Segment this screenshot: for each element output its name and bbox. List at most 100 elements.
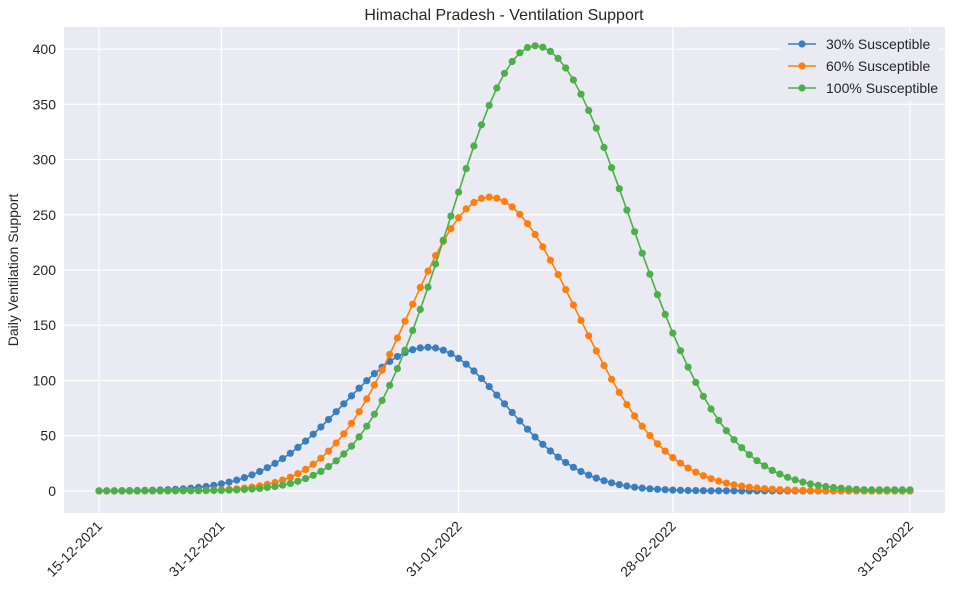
data-point: [722, 479, 731, 487]
data-point: [210, 486, 218, 495]
data-point: [738, 444, 746, 452]
data-point: [608, 479, 616, 487]
data-point: [692, 378, 700, 386]
data-point: [608, 164, 616, 172]
data-point: [447, 350, 455, 358]
data-point: [799, 486, 807, 494]
legend-entry-label: 60% Susceptible: [826, 58, 931, 74]
data-point: [600, 143, 608, 151]
data-point: [424, 283, 432, 291]
data-point: [332, 457, 340, 465]
data-point: [240, 474, 248, 482]
data-point: [409, 346, 417, 354]
data-point: [791, 486, 799, 494]
data-point: [852, 485, 861, 493]
data-point: [699, 487, 708, 495]
data-point: [806, 486, 815, 495]
data-point: [891, 486, 899, 494]
data-point: [256, 484, 264, 492]
data-point: [699, 472, 708, 480]
data-point: [493, 391, 501, 399]
data-point: [539, 440, 547, 448]
data-point: [462, 165, 470, 173]
data-point: [401, 317, 409, 325]
data-point: [370, 370, 378, 378]
data-point: [217, 480, 225, 488]
data-point: [485, 193, 493, 201]
data-point: [355, 433, 363, 441]
data-point: [416, 344, 424, 352]
data-point: [761, 462, 769, 470]
x-tick-label: 28-02-2022: [617, 518, 679, 580]
data-point: [692, 468, 700, 476]
legend-entry-label: 30% Susceptible: [826, 36, 931, 52]
data-point: [286, 449, 294, 457]
y-tick-label: 300: [33, 152, 57, 168]
data-point: [309, 471, 317, 479]
data-point: [500, 400, 509, 408]
data-point: [883, 486, 891, 494]
data-point: [317, 423, 325, 431]
data-point: [699, 392, 708, 400]
data-point: [493, 194, 501, 202]
grid-lines: [64, 27, 945, 513]
data-point: [676, 486, 685, 494]
series-lines: [95, 42, 914, 495]
data-point: [615, 388, 623, 396]
data-point: [707, 405, 715, 413]
data-point: [523, 425, 532, 433]
data-point: [447, 225, 455, 233]
y-tick-labels: 0 50 100 150 200 250 300 350 400: [33, 41, 57, 499]
data-point: [684, 486, 692, 495]
data-point: [669, 486, 677, 494]
data-point: [653, 291, 662, 299]
data-point: [271, 482, 279, 491]
data-point: [539, 43, 547, 51]
data-point: [263, 464, 271, 472]
data-point: [95, 487, 103, 495]
data-point: [546, 47, 555, 56]
data-point: [126, 487, 134, 495]
data-point: [615, 481, 623, 489]
data-point: [822, 482, 830, 491]
data-point: [676, 347, 685, 355]
data-point: [784, 486, 792, 494]
data-point: [546, 256, 555, 264]
data-point: [485, 383, 493, 391]
data-point: [562, 286, 570, 294]
y-tick-label: 250: [33, 207, 57, 223]
data-point: [638, 249, 646, 257]
chart-title: Himachal Pradesh - Ventilation Support: [364, 7, 644, 24]
data-point: [263, 483, 271, 492]
data-point: [707, 475, 715, 483]
data-point: [631, 483, 639, 491]
data-point: [516, 49, 524, 57]
data-point: [187, 487, 195, 495]
data-point: [730, 436, 738, 444]
data-point: [638, 484, 646, 492]
data-point: [722, 427, 731, 435]
data-point: [233, 476, 241, 484]
data-point: [233, 486, 241, 494]
data-point: [531, 433, 539, 441]
data-point: [661, 447, 669, 455]
data-point: [309, 430, 317, 438]
data-point: [814, 481, 822, 489]
data-point: [508, 408, 516, 417]
data-point: [386, 381, 394, 389]
data-point: [340, 400, 348, 408]
data-point: [577, 467, 585, 476]
legend-box: [780, 33, 938, 101]
data-point: [324, 447, 333, 455]
data-point: [837, 484, 845, 492]
x-tick-label: 31-03-2022: [854, 518, 916, 580]
data-point: [539, 243, 547, 251]
x-tick-label: 31-12-2021: [166, 518, 228, 580]
data-point: [279, 455, 287, 463]
data-point: [225, 486, 233, 494]
data-point: [309, 460, 317, 468]
data-point: [715, 416, 723, 424]
y-tick-label: 350: [33, 96, 57, 112]
data-point: [791, 476, 799, 484]
